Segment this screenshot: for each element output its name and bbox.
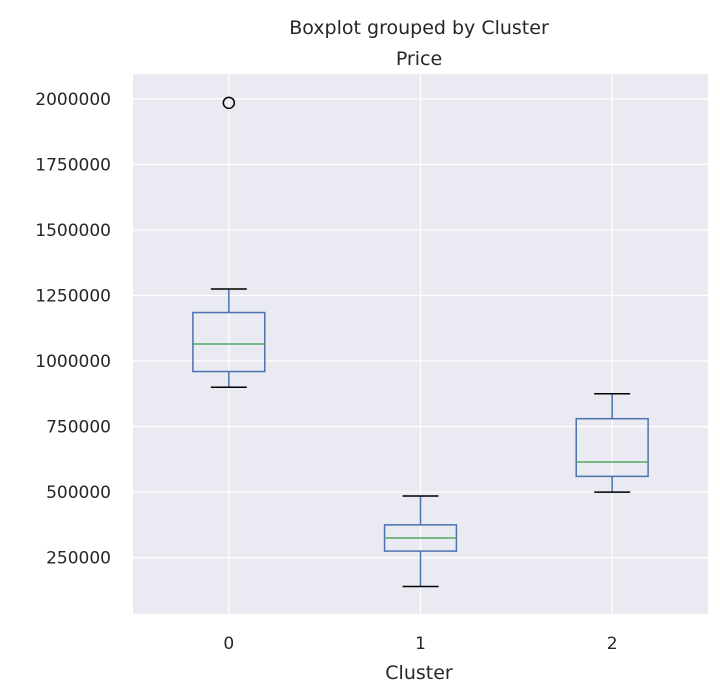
y-tick-labels: 250000 500000 750000 1000000 1250000 1500000 1… <box>35 90 111 569</box>
iqr-box <box>575 417 649 478</box>
x-tick-labels: 0 1 2 <box>223 634 617 654</box>
y-tick-label: 1500000 <box>35 221 111 241</box>
y-tick-label: 500000 <box>46 483 111 503</box>
boxes <box>192 96 649 588</box>
y-tick-label: 1250000 <box>35 287 111 307</box>
x-tick-label: 1 <box>415 634 426 654</box>
y-tick-label: 2000000 <box>35 90 111 110</box>
iqr-box <box>192 311 266 373</box>
y-tick-label: 750000 <box>46 418 111 438</box>
box-cluster-1 <box>383 495 458 588</box>
chart-suptitle: Boxplot grouped by Cluster <box>289 17 549 39</box>
chart-title: Price <box>396 48 442 70</box>
box-cluster-0 <box>192 96 266 389</box>
box-cluster-2 <box>575 393 649 493</box>
x-tick-label: 0 <box>223 634 234 654</box>
y-tick-label: 1750000 <box>35 155 111 175</box>
x-tick-label: 2 <box>607 634 618 654</box>
y-tick-label: 250000 <box>46 549 111 569</box>
x-axis-label: Cluster <box>385 662 453 684</box>
y-tick-label: 1000000 <box>35 352 111 372</box>
outlier-point <box>222 96 236 110</box>
